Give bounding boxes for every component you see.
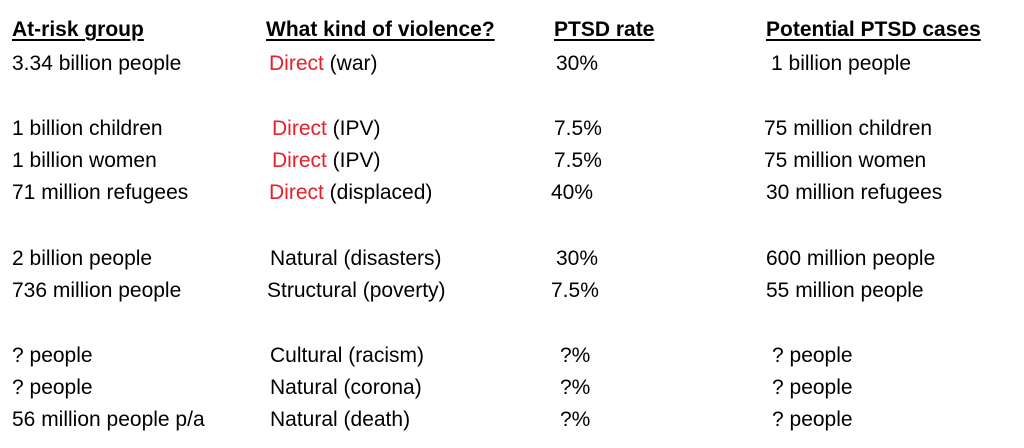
table-row: 3.34 billion people Direct (war) 30% 1 b…	[0, 49, 1024, 79]
ptsd-rate-cell: 40%	[551, 181, 594, 204]
table-row: 56 million people p/a Natural (death) ?%…	[0, 405, 1024, 435]
violence-cell: Direct (displaced)	[269, 178, 432, 208]
potential-cases-cell: 1 billion people	[771, 52, 912, 75]
table-row: 1 billion children Direct (IPV) 7.5% 75 …	[0, 114, 1024, 144]
violence-detail: (displaced)	[323, 181, 433, 204]
ptsd-rate-cell: 30%	[556, 52, 599, 75]
potential-cases-cell: ? people	[772, 376, 853, 399]
table-row: 736 million people Structural (poverty) …	[0, 276, 1024, 306]
violence-detail: Natural (death)	[270, 408, 411, 431]
table-row: 1 billion women Direct (IPV) 7.5% 75 mil…	[0, 146, 1024, 176]
ptsd-rate-cell: 7.5%	[554, 117, 602, 140]
violence-detail: (war)	[323, 52, 378, 75]
violence-detail: Cultural (racism)	[270, 344, 425, 367]
violence-cell: Natural (disasters)	[270, 244, 442, 274]
violence-cell: Direct (war)	[269, 49, 378, 79]
at-risk-group-cell: 71 million refugees	[12, 181, 189, 204]
ptsd-rate-cell: 7.5%	[551, 279, 599, 302]
ptsd-rate-cell: ?%	[560, 408, 591, 431]
violence-cell: Structural (poverty)	[267, 276, 446, 306]
header-at-risk-group: At-risk group	[12, 18, 144, 41]
potential-cases-cell: 75 million children	[764, 117, 933, 140]
violence-cell: Cultural (racism)	[270, 341, 424, 371]
violence-detail: Structural (poverty)	[267, 279, 446, 302]
potential-cases-cell: ? people	[772, 408, 853, 431]
at-risk-group-cell: ? people	[12, 376, 93, 399]
violence-cell: Natural (corona)	[270, 373, 422, 403]
violence-detail: (IPV)	[326, 149, 381, 172]
potential-cases-cell: 600 million people	[766, 247, 936, 270]
table-row: 71 million refugees Direct (displaced) 4…	[0, 178, 1024, 208]
at-risk-group-cell: 56 million people p/a	[12, 408, 205, 431]
table-row: ? people Cultural (racism) ?% ? people	[0, 341, 1024, 371]
violence-detail: (IPV)	[326, 117, 381, 140]
ptsd-rate-cell: ?%	[560, 376, 591, 399]
violence-cell: Direct (IPV)	[272, 114, 381, 144]
table-row: 2 billion people Natural (disasters) 30%…	[0, 244, 1024, 274]
at-risk-group-cell: 2 billion people	[12, 247, 153, 270]
violence-cell: Direct (IPV)	[272, 146, 381, 176]
at-risk-group-cell: 1 billion women	[12, 149, 157, 172]
violence-detail: Natural (corona)	[270, 376, 422, 399]
potential-cases-cell: 30 million refugees	[766, 181, 943, 204]
violence-highlight: Direct	[272, 117, 327, 140]
table-row: ? people Natural (corona) ?% ? people	[0, 373, 1024, 403]
potential-cases-cell: ? people	[772, 344, 853, 367]
violence-highlight: Direct	[269, 52, 324, 75]
ptsd-rate-cell: ?%	[560, 344, 591, 367]
violence-detail: Natural (disasters)	[270, 247, 442, 270]
at-risk-group-cell: 3.34 billion people	[12, 52, 182, 75]
violence-highlight: Direct	[269, 181, 324, 204]
table-header-row: At-risk group What kind of violence? PTS…	[0, 15, 1024, 45]
potential-cases-cell: 75 million women	[764, 149, 927, 172]
at-risk-group-cell: 736 million people	[12, 279, 182, 302]
ptsd-rate-cell: 7.5%	[554, 149, 602, 172]
ptsd-rate-cell: 30%	[556, 247, 599, 270]
header-ptsd-rate: PTSD rate	[554, 18, 655, 41]
violence-cell: Natural (death)	[270, 405, 410, 435]
header-violence-type: What kind of violence?	[266, 18, 495, 41]
at-risk-group-cell: 1 billion children	[12, 117, 163, 140]
at-risk-group-cell: ? people	[12, 344, 93, 367]
header-potential-cases: Potential PTSD cases	[766, 18, 981, 41]
potential-cases-cell: 55 million people	[766, 279, 924, 302]
violence-highlight: Direct	[272, 149, 327, 172]
